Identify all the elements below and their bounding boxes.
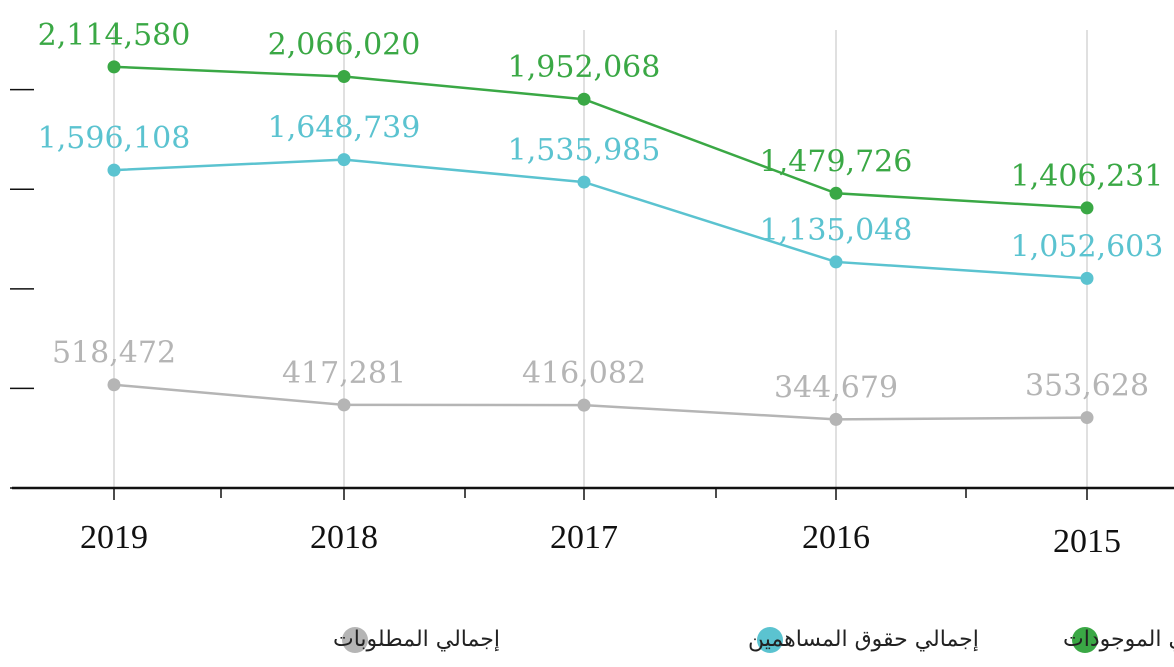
data-point: [1080, 411, 1094, 425]
x-tick-label: 2015: [1053, 523, 1121, 560]
legend-swatch: [757, 627, 783, 653]
data-label: 1,406,231: [1011, 159, 1164, 194]
data-point: [337, 398, 351, 412]
data-label: 518,472: [52, 336, 176, 371]
data-label: 1,135,048: [760, 213, 913, 248]
data-label: 1,535,985: [508, 133, 661, 168]
data-label: 2,114,580: [38, 18, 191, 53]
legend-label: إجمالي حقوق المساهمين: [748, 627, 979, 652]
data-point: [107, 163, 121, 177]
x-tick-label: 2017: [550, 519, 618, 556]
data-point: [829, 412, 843, 426]
data-point: [107, 378, 121, 392]
data-label: 344,679: [774, 370, 898, 405]
data-point: [337, 153, 351, 167]
legend-label: إجمالي الموجودات: [1063, 627, 1174, 652]
data-point: [1080, 271, 1094, 285]
legend-swatch: [342, 627, 368, 653]
data-point: [829, 255, 843, 269]
data-label: 1,052,603: [1011, 229, 1164, 264]
data-label: 1,479,726: [760, 144, 913, 179]
data-label: 353,628: [1025, 369, 1149, 404]
data-point: [577, 175, 591, 189]
legend-swatch: [1072, 627, 1098, 653]
data-label: 416,082: [522, 356, 646, 391]
data-label: 2,066,020: [268, 28, 421, 63]
x-tick-label: 2019: [80, 519, 148, 556]
data-label: 1,596,108: [38, 121, 191, 156]
series-line: [113, 158, 1088, 280]
data-point: [1080, 201, 1094, 215]
data-label: 417,281: [282, 356, 406, 391]
x-tick-label: 2016: [802, 519, 870, 556]
data-point: [337, 70, 351, 84]
x-tick-label: 2018: [310, 519, 378, 556]
data-point: [577, 92, 591, 106]
data-point: [107, 60, 121, 74]
legend-label: إجمالي المطلوبات: [333, 627, 500, 652]
data-label: 1,952,068: [508, 50, 661, 85]
data-point: [829, 186, 843, 200]
data-label: 1,648,739: [268, 111, 421, 146]
data-point: [577, 398, 591, 412]
